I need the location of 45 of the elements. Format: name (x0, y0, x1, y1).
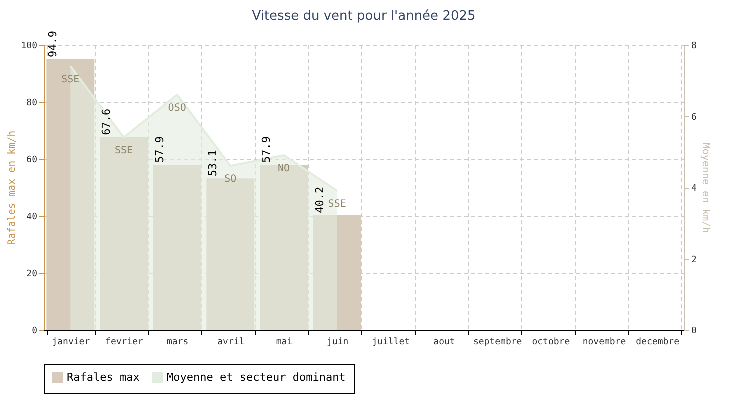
x-tick-label: avril (218, 338, 245, 348)
x-tick-label: mars (166, 338, 189, 348)
x-tick-label: septembre (473, 338, 522, 348)
y-tick-label: 40 (26, 212, 38, 222)
x-tick-label: juin (326, 338, 349, 348)
y-tick-label: 0 (32, 326, 38, 336)
data-label: 53.1 (206, 150, 220, 177)
data-label: SSE (328, 199, 346, 210)
legend-label: Moyenne et secteur dominant (167, 370, 346, 384)
data-label: NO (278, 163, 290, 174)
y2-tick-label: 8 (692, 42, 697, 52)
x-tick-label: juillet (372, 338, 410, 348)
bar (260, 164, 308, 330)
data-label: SSE (62, 74, 80, 86)
y-axis-title: Rafales max en km/h (7, 130, 18, 246)
x-tick-label: novembre (582, 338, 626, 348)
x-tick-label: aout (434, 338, 456, 348)
x-tick-label: mai (276, 338, 293, 348)
bar (153, 164, 202, 330)
bar (46, 60, 95, 330)
data-label: 40.2 (313, 186, 326, 214)
y2-axis-title: Moyenne en km/h (700, 142, 711, 234)
y-tick-label: 60 (26, 156, 38, 166)
data-label: 57.9 (260, 136, 273, 163)
data-label: 94.9 (46, 31, 60, 58)
y-tick-label: 20 (26, 270, 38, 280)
x-tick-label: decembre (636, 338, 680, 348)
y2-tick-label: 6 (692, 112, 697, 123)
bar (313, 215, 362, 330)
data-label: SO (224, 174, 237, 186)
data-label: 67.6 (100, 108, 113, 136)
data-label: 57.9 (153, 136, 166, 163)
y2-tick-label: 0 (692, 326, 697, 336)
y2-tick-label: 2 (692, 255, 697, 266)
y-tick-label: 100 (21, 42, 38, 52)
data-label: OSO (168, 102, 186, 114)
data-label: SSE (114, 146, 134, 157)
y-tick-label: 80 (26, 98, 38, 108)
y2-tick-label: 4 (692, 184, 697, 194)
chart-title: Vitesse du vent pour l'année 2025 (252, 9, 476, 24)
x-tick-label: fevrier (106, 338, 144, 348)
legend-label: Rafales max (67, 370, 140, 384)
x-tick-label: janvier (52, 338, 91, 348)
x-tick-label: octobre (532, 338, 570, 348)
bar (100, 137, 148, 330)
